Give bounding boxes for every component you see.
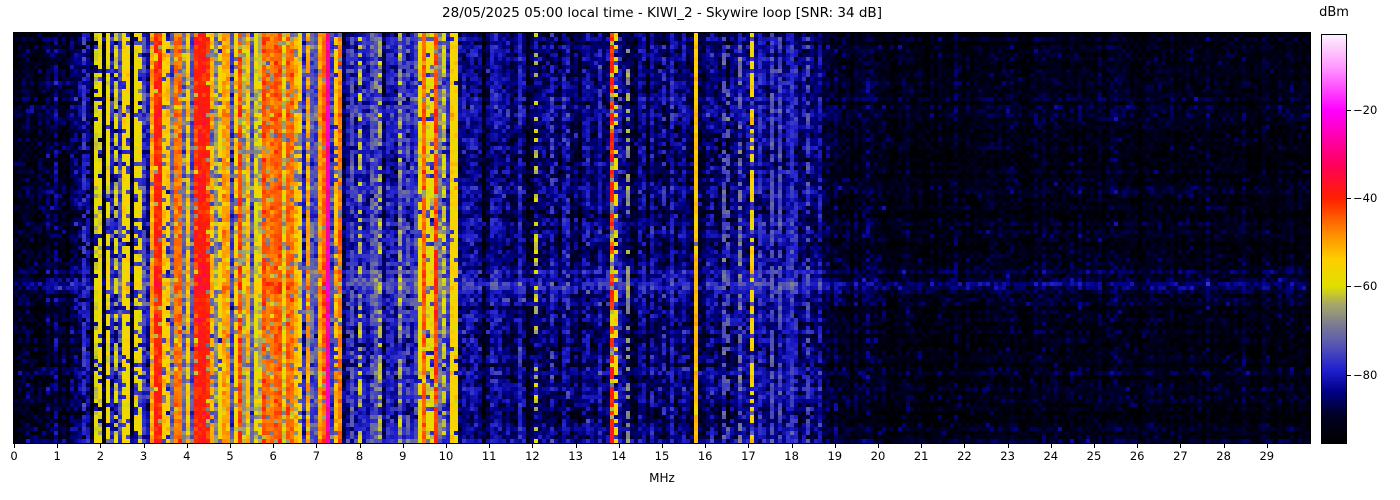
x-tick-label: 20 [870, 449, 886, 463]
x-tick-mark [14, 444, 15, 448]
x-tick-label: 13 [568, 449, 583, 463]
x-tick-label: 24 [1043, 449, 1059, 463]
x-tick-label: 18 [784, 449, 799, 463]
x-tick-mark [359, 444, 361, 448]
x-tick-label: 29 [1259, 449, 1275, 463]
x-tick-label: 21 [913, 449, 929, 463]
x-tick-label: 16 [697, 449, 713, 463]
x-tick-mark [57, 444, 59, 448]
x-tick-label: 2 [96, 449, 105, 463]
x-tick-mark [532, 444, 534, 448]
colorbar-tick-label: −20 [1353, 102, 1378, 117]
x-tick-label: 11 [481, 449, 497, 463]
x-tick-mark [1094, 444, 1095, 448]
waterfall-canvas [14, 33, 1310, 443]
x-tick-label: 9 [399, 449, 407, 463]
x-tick-mark [489, 444, 491, 448]
x-axis-label: MHz [649, 471, 675, 485]
chart-title: 28/05/2025 05:00 local time - KIWI_2 - S… [442, 5, 882, 21]
x-tick-label: 10 [438, 449, 454, 463]
x-tick-label: 6 [269, 449, 277, 463]
x-tick-mark [575, 444, 577, 448]
colorbar-tick-mark [1347, 286, 1351, 288]
x-tick-label: 12 [525, 449, 540, 463]
colorbar-tick-label: −40 [1353, 191, 1378, 206]
x-tick-mark [143, 444, 145, 448]
x-tick-label: 14 [611, 449, 627, 463]
x-tick-mark [748, 444, 750, 448]
x-tick-mark [1266, 444, 1268, 448]
x-tick-label: 17 [741, 449, 756, 463]
x-tick-mark [662, 444, 663, 448]
x-tick-label: 7 [312, 449, 321, 463]
x-tick-label: 28 [1216, 449, 1231, 463]
colorbar-tick-mark [1347, 198, 1351, 200]
x-tick-label: 23 [1000, 449, 1015, 463]
x-tick-mark [1007, 444, 1009, 448]
x-tick-mark [878, 444, 879, 448]
x-tick-label: 8 [355, 449, 364, 463]
x-tick-mark [964, 444, 966, 448]
x-tick-mark [230, 444, 231, 448]
x-tick-mark [1223, 444, 1225, 448]
colorbar-canvas [1322, 35, 1346, 443]
waterfall-plot-area [13, 32, 1311, 444]
x-tick-mark [791, 444, 793, 448]
x-tick-mark [446, 444, 447, 448]
x-tick-mark [402, 444, 404, 448]
x-tick-label: 4 [183, 449, 191, 463]
colorbar-tick-mark [1347, 109, 1351, 111]
x-tick-mark [316, 444, 318, 448]
colorbar-tick-label: −80 [1353, 367, 1378, 382]
x-tick-label: 25 [1086, 449, 1102, 463]
x-tick-mark [186, 444, 188, 448]
x-tick-label: 22 [957, 449, 972, 463]
x-tick-label: 19 [827, 449, 843, 463]
colorbar-tick-label: −60 [1353, 279, 1378, 294]
x-tick-label: 0 [10, 449, 18, 463]
x-tick-label: 15 [654, 449, 670, 463]
colorbar [1321, 34, 1347, 444]
x-tick-mark [705, 444, 707, 448]
x-tick-label: 27 [1173, 449, 1188, 463]
x-tick-mark [273, 444, 275, 448]
x-tick-mark [1137, 444, 1139, 448]
x-tick-label: 5 [226, 449, 234, 463]
x-tick-mark [1180, 444, 1182, 448]
x-tick-mark [834, 444, 836, 448]
x-tick-label: 3 [139, 449, 148, 463]
x-tick-mark [618, 444, 620, 448]
x-tick-mark [100, 444, 102, 448]
x-tick-mark [921, 444, 923, 448]
x-tick-label: 1 [53, 449, 61, 463]
x-tick-mark [1050, 444, 1052, 448]
colorbar-tick-mark [1347, 374, 1351, 376]
x-tick-label: 26 [1129, 449, 1145, 463]
colorbar-unit-label: dBm [1319, 5, 1349, 20]
